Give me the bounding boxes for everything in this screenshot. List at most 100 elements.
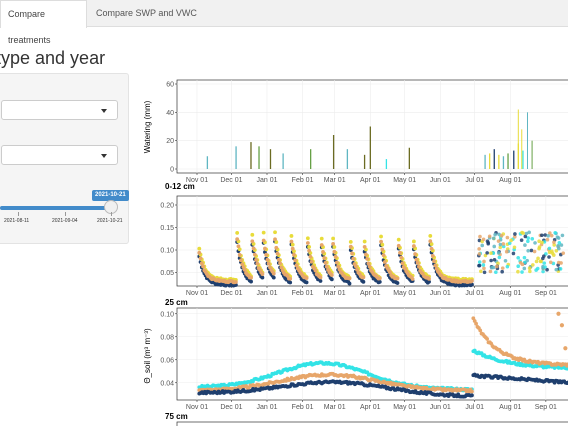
watering-bar xyxy=(206,156,209,169)
slider-tick-label: 2021-08-11 xyxy=(4,218,30,224)
vwc-point xyxy=(271,275,276,280)
vwc-point xyxy=(485,251,489,255)
vwc-point xyxy=(542,254,546,258)
vwc-point xyxy=(519,238,524,242)
watering-bar xyxy=(517,109,519,169)
vwc-point xyxy=(557,246,561,251)
watering-bar xyxy=(258,146,260,169)
vwc-point xyxy=(263,246,267,251)
vwc-point xyxy=(547,255,551,259)
watering-bar xyxy=(369,126,371,169)
y-tick-label: 0.04 xyxy=(160,380,174,387)
vwc-point xyxy=(380,242,385,247)
x-tick-label: Jul 01 xyxy=(465,404,484,411)
watering-bar xyxy=(235,146,237,169)
vwc-point xyxy=(427,277,431,281)
vwc-point xyxy=(274,240,279,244)
vwc-point xyxy=(266,261,271,266)
vwc-point xyxy=(396,237,401,242)
x-tick-label: Aug 01 xyxy=(499,404,521,411)
watering-bar xyxy=(250,142,252,169)
vwc-point xyxy=(499,233,504,238)
vwc-point xyxy=(361,275,366,280)
vwc-point xyxy=(348,240,353,244)
vwc-point xyxy=(522,260,527,265)
vwc-point xyxy=(500,266,505,270)
tab-compare-swp-vwc[interactable]: Compare SWP and VWC xyxy=(96,8,197,18)
vwc-point xyxy=(251,246,256,251)
date-slider-fill xyxy=(0,206,110,210)
y-tick-label: 0 xyxy=(170,167,174,174)
x-tick-label: Apr 01 xyxy=(360,404,381,411)
chevron-down-icon xyxy=(101,109,107,113)
x-tick-label: Aug 01 xyxy=(499,177,521,184)
vwc-point xyxy=(523,243,527,247)
vwc-point xyxy=(470,282,474,287)
watering-bar xyxy=(346,149,349,169)
vwc-point xyxy=(305,241,310,245)
select-dropdown-2[interactable] xyxy=(1,145,118,165)
vwc-point xyxy=(545,237,550,242)
vwc-point xyxy=(479,269,483,274)
watering-bar xyxy=(502,156,505,169)
vwc-point xyxy=(536,256,540,261)
vwc-point xyxy=(522,266,527,271)
vwc-point xyxy=(304,280,309,285)
vwc-point xyxy=(478,328,483,333)
x-tick-label: Jun 01 xyxy=(430,177,451,184)
y-tick-label: 0.15 xyxy=(160,225,174,232)
vwc-point xyxy=(529,248,534,253)
vwc-point xyxy=(367,264,372,269)
watering-bar xyxy=(269,149,272,169)
vwc-point xyxy=(516,269,520,274)
slider-tickmark xyxy=(111,212,112,216)
vwc-point xyxy=(293,258,298,263)
vwc-point xyxy=(323,260,328,265)
vwc-point xyxy=(497,255,502,260)
vwc-point xyxy=(512,235,517,239)
x-tick-label: Jul 01 xyxy=(465,290,484,297)
y-tick-label: 40 xyxy=(166,110,174,117)
vwc-point xyxy=(543,265,547,269)
vwc-point xyxy=(289,234,294,238)
vwc-point xyxy=(511,251,516,256)
vwc-point xyxy=(430,253,435,258)
vwc-point xyxy=(313,268,318,273)
vwc-point xyxy=(197,250,202,255)
y-tick-label: 60 xyxy=(166,82,174,89)
x-tick-label: Jun 01 xyxy=(430,290,451,297)
vwc-point xyxy=(507,241,512,246)
vwc-point xyxy=(554,267,559,272)
vwc-point xyxy=(563,346,568,351)
vwc-point xyxy=(380,247,385,252)
vwc-point xyxy=(292,252,296,257)
vwc-point xyxy=(324,264,329,269)
vwc-point xyxy=(234,280,238,284)
vwc-point xyxy=(237,247,242,252)
vwc-point xyxy=(542,261,547,265)
vwc-point xyxy=(331,241,335,246)
y-axis-label: Watering (mm) xyxy=(143,100,152,153)
vwc-point xyxy=(524,231,529,236)
vwc-point xyxy=(489,258,493,263)
x-tick-label: Aug 01 xyxy=(499,290,521,297)
vwc-point xyxy=(553,230,557,235)
vwc-point xyxy=(557,240,562,245)
vwc-point xyxy=(411,244,416,248)
vwc-point xyxy=(290,242,295,247)
vwc-point xyxy=(546,233,551,238)
vwc-point xyxy=(261,238,266,243)
vwc-point xyxy=(395,276,400,281)
x-tick-label: Mar 01 xyxy=(324,177,346,184)
tab-compare-treatments[interactable]: Compare treatments xyxy=(0,0,87,45)
vwc-point xyxy=(531,263,535,267)
vwc-point xyxy=(364,252,368,257)
watering-bar xyxy=(521,129,523,169)
vwc-point xyxy=(509,238,513,243)
vwc-point xyxy=(482,270,487,275)
y-tick-label: 0.05 xyxy=(160,270,174,277)
vwc-point xyxy=(414,257,419,262)
vwc-point xyxy=(350,251,354,256)
select-dropdown-1[interactable] xyxy=(1,100,118,120)
vwc-point xyxy=(532,249,537,254)
